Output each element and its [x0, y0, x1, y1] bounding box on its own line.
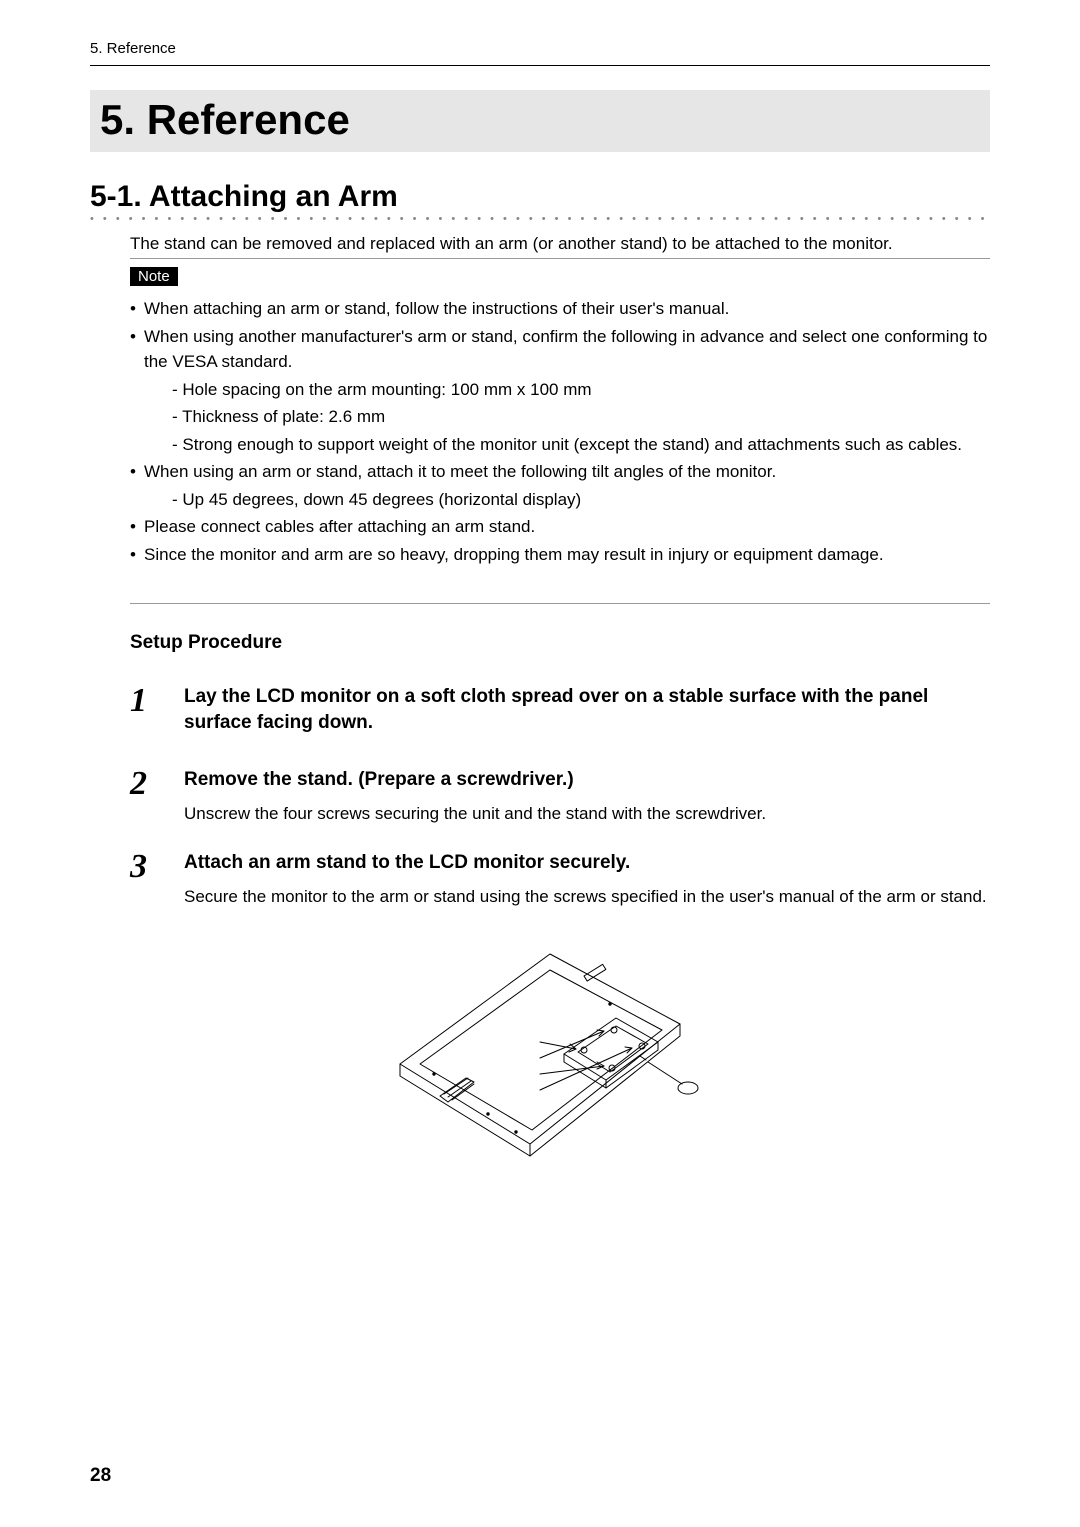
intro-text: The stand can be removed and replaced wi…	[130, 234, 990, 259]
sub-bullet: - Thickness of plate: 2.6 mm	[172, 404, 990, 430]
note-badge: Note	[130, 267, 178, 286]
diagram-container	[90, 934, 990, 1199]
procedure-step: 1 Lay the LCD monitor on a soft cloth sp…	[130, 684, 990, 743]
bullet-dot: •	[130, 324, 144, 375]
bullet-text: Please connect cables after attaching an…	[144, 514, 535, 540]
step-number: 2	[130, 767, 184, 826]
procedure-step: 2 Remove the stand. (Prepare a screwdriv…	[130, 767, 990, 826]
bullet-item: •When attaching an arm or stand, follow …	[130, 296, 990, 322]
sub-bullet: - Up 45 degrees, down 45 degrees (horizo…	[172, 487, 990, 513]
bullet-text: When using another manufacturer's arm or…	[144, 324, 990, 375]
bullet-item: •Please connect cables after attaching a…	[130, 514, 990, 540]
step-heading: Lay the LCD monitor on a soft cloth spre…	[184, 684, 990, 735]
step-number: 3	[130, 850, 184, 909]
bullet-item: •When using an arm or stand, attach it t…	[130, 459, 990, 485]
bullet-dot: •	[130, 542, 144, 568]
monitor-arm-diagram	[370, 934, 710, 1199]
setup-procedure-title: Setup Procedure	[130, 632, 990, 654]
step-heading: Attach an arm stand to the LCD monitor s…	[184, 850, 987, 876]
section-title: 5-1. Attaching an Arm	[90, 180, 990, 214]
notes-list: •When attaching an arm or stand, follow …	[130, 296, 990, 567]
monitor-diagram-svg	[370, 934, 710, 1194]
sub-bullet: - Hole spacing on the arm mounting: 100 …	[172, 377, 990, 403]
bullet-item: •When using another manufacturer's arm o…	[130, 324, 990, 375]
running-head: 5. Reference	[90, 40, 990, 57]
dotted-rule: • • • • • • • • • • • • • • • • • • • • …	[90, 216, 990, 222]
bullet-dot: •	[130, 459, 144, 485]
sub-bullet: - Strong enough to support weight of the…	[172, 432, 990, 458]
step-heading: Remove the stand. (Prepare a screwdriver…	[184, 767, 766, 793]
bullet-dot: •	[130, 514, 144, 540]
procedure-step: 3 Attach an arm stand to the LCD monitor…	[130, 850, 990, 909]
chapter-title-box: 5. Reference	[90, 90, 990, 152]
bullet-item: •Since the monitor and arm are so heavy,…	[130, 542, 990, 568]
step-description: Secure the monitor to the arm or stand u…	[184, 884, 987, 910]
rule-mid	[130, 603, 990, 604]
rule-top	[90, 65, 990, 66]
step-number: 1	[130, 684, 184, 743]
bullet-text: When attaching an arm or stand, follow t…	[144, 296, 729, 322]
step-description: Unscrew the four screws securing the uni…	[184, 801, 766, 827]
chapter-title: 5. Reference	[100, 96, 980, 144]
bullet-text: Since the monitor and arm are so heavy, …	[144, 542, 884, 568]
page-number: 28	[90, 1465, 111, 1487]
bullet-dot: •	[130, 296, 144, 322]
bullet-text: When using an arm or stand, attach it to…	[144, 459, 776, 485]
